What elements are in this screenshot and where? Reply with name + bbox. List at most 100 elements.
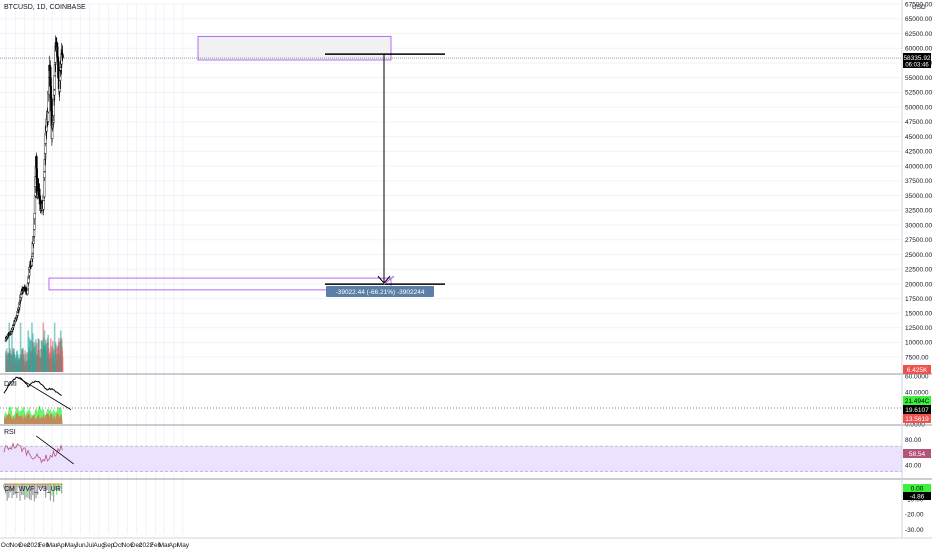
candle-body (33, 195, 37, 214)
wvf-bar (3, 484, 5, 488)
wvf-pane[interactable]: -10.00-20.00-30.00 (3, 483, 924, 534)
wvf-bar (32, 484, 34, 496)
price-tick-label: 22500.00 (905, 267, 932, 274)
annotation-zones[interactable] (0, 35, 902, 291)
projection-arrow-head (377, 275, 391, 284)
wvf-bar (59, 484, 61, 490)
candle-body (49, 66, 52, 79)
volume-bar (24, 350, 26, 372)
candle-body (53, 88, 56, 96)
price-axis[interactable]: 67500.0065000.0062500.0060000.0057500.00… (901, 0, 932, 538)
candle-body (56, 57, 60, 62)
candle-body (54, 62, 57, 65)
price-tick-label: 62500.00 (905, 31, 932, 38)
price-projection-tool[interactable] (325, 53, 445, 285)
candle-body (52, 122, 55, 125)
wvf-bar (14, 484, 16, 495)
time-tick-label: Nov (122, 542, 134, 549)
candle-body (44, 153, 47, 160)
rsi-trendline (35, 435, 74, 465)
dmi-trendline (17, 377, 72, 410)
volume-bar (8, 322, 11, 372)
price-tick-label: 35000.00 (905, 193, 932, 200)
wvf-bar (16, 484, 18, 498)
time-tick-label: Nov (10, 542, 22, 549)
rsi-tag: 58.54 (903, 449, 931, 458)
candle-body (11, 327, 15, 331)
candle-body (58, 80, 61, 92)
wvf-pane-title: CM_WVF_V3_UR (4, 486, 61, 493)
wvf-tags: 0.00 -4.86 (903, 484, 931, 501)
time-tick-label: Mar (159, 542, 171, 549)
candle-body (47, 111, 50, 122)
wvf-bar (57, 484, 59, 491)
wvf-bar (37, 484, 39, 496)
wvf-bar (41, 484, 43, 489)
projection-handle (383, 275, 395, 285)
pane-separators[interactable] (0, 373, 932, 480)
candle-body (61, 54, 64, 59)
price-tick-label: 55000.00 (905, 75, 932, 82)
wvf-value: -4.86 (910, 494, 925, 501)
wvf-zero-value: 0.00 (911, 486, 924, 493)
wvf-bar (54, 484, 56, 490)
wvf-bar (21, 484, 23, 495)
candle-body (42, 196, 45, 201)
candle-body (30, 258, 34, 266)
volume-bar (35, 339, 37, 372)
wvf-bar (13, 484, 15, 495)
adx-value: 19.6107 (905, 407, 929, 414)
wvf-bar (11, 484, 13, 499)
time-tick-label: Sep (103, 542, 115, 549)
wvf-bar (29, 484, 31, 500)
price-tick-label: 25000.00 (905, 252, 932, 259)
volume-bar (61, 356, 64, 372)
last-price-value: 58335.92 (903, 55, 930, 62)
price-tick-label: 40000.00 (905, 163, 932, 170)
minus-di-value: 13.5619 (905, 416, 929, 423)
volume-value: 6.425K (907, 367, 928, 374)
wvf-bar (40, 484, 42, 489)
wvf-bar (9, 484, 11, 493)
volume-bars (5, 322, 64, 372)
time-tick-label: Feb (150, 542, 162, 549)
time-tick-label: May (65, 542, 78, 549)
time-tick-label: Apr (169, 542, 180, 549)
wvf-tick-label: -20.00 (905, 512, 924, 519)
candle-body (34, 186, 37, 197)
bar-countdown: 06:03:46 (905, 63, 929, 69)
wvf-bar (46, 484, 48, 491)
wvf-bar (49, 484, 51, 501)
rsi-pane-title: RSI (4, 429, 16, 436)
price-tick-label: 37500.00 (905, 178, 932, 185)
candle-body (55, 43, 59, 47)
candle-body (53, 75, 56, 90)
candlestick-series (4, 35, 64, 342)
price-tick-label: 45000.00 (905, 134, 932, 141)
candle-body (43, 177, 46, 198)
rsi-value: 58.54 (909, 451, 926, 458)
candle-body (35, 156, 38, 169)
time-tick-label: Apr (57, 542, 68, 549)
price-tick-label: 42500.00 (905, 149, 932, 156)
rsi-pane[interactable]: 80.00 40.00 (0, 435, 922, 472)
rsi-band (0, 446, 902, 472)
wvf-bar (51, 484, 53, 496)
volume-bar (53, 322, 56, 372)
candle-body (26, 288, 29, 295)
candle-body (52, 115, 55, 123)
price-tick-label: 67500.00 (905, 1, 932, 8)
resistance-zone (197, 35, 392, 61)
candle-body (32, 236, 35, 245)
dmi-tick-label: 40.0000 (905, 389, 929, 396)
wvf-bar (17, 484, 19, 488)
rsi-tick-label: 40.00 (905, 463, 922, 470)
volume-tag: 6.425K (903, 365, 931, 374)
time-tick-label: 2022 (139, 542, 154, 549)
wvf-bar (53, 484, 55, 502)
wvf-bar (33, 484, 35, 502)
wvf-bar (25, 484, 27, 498)
